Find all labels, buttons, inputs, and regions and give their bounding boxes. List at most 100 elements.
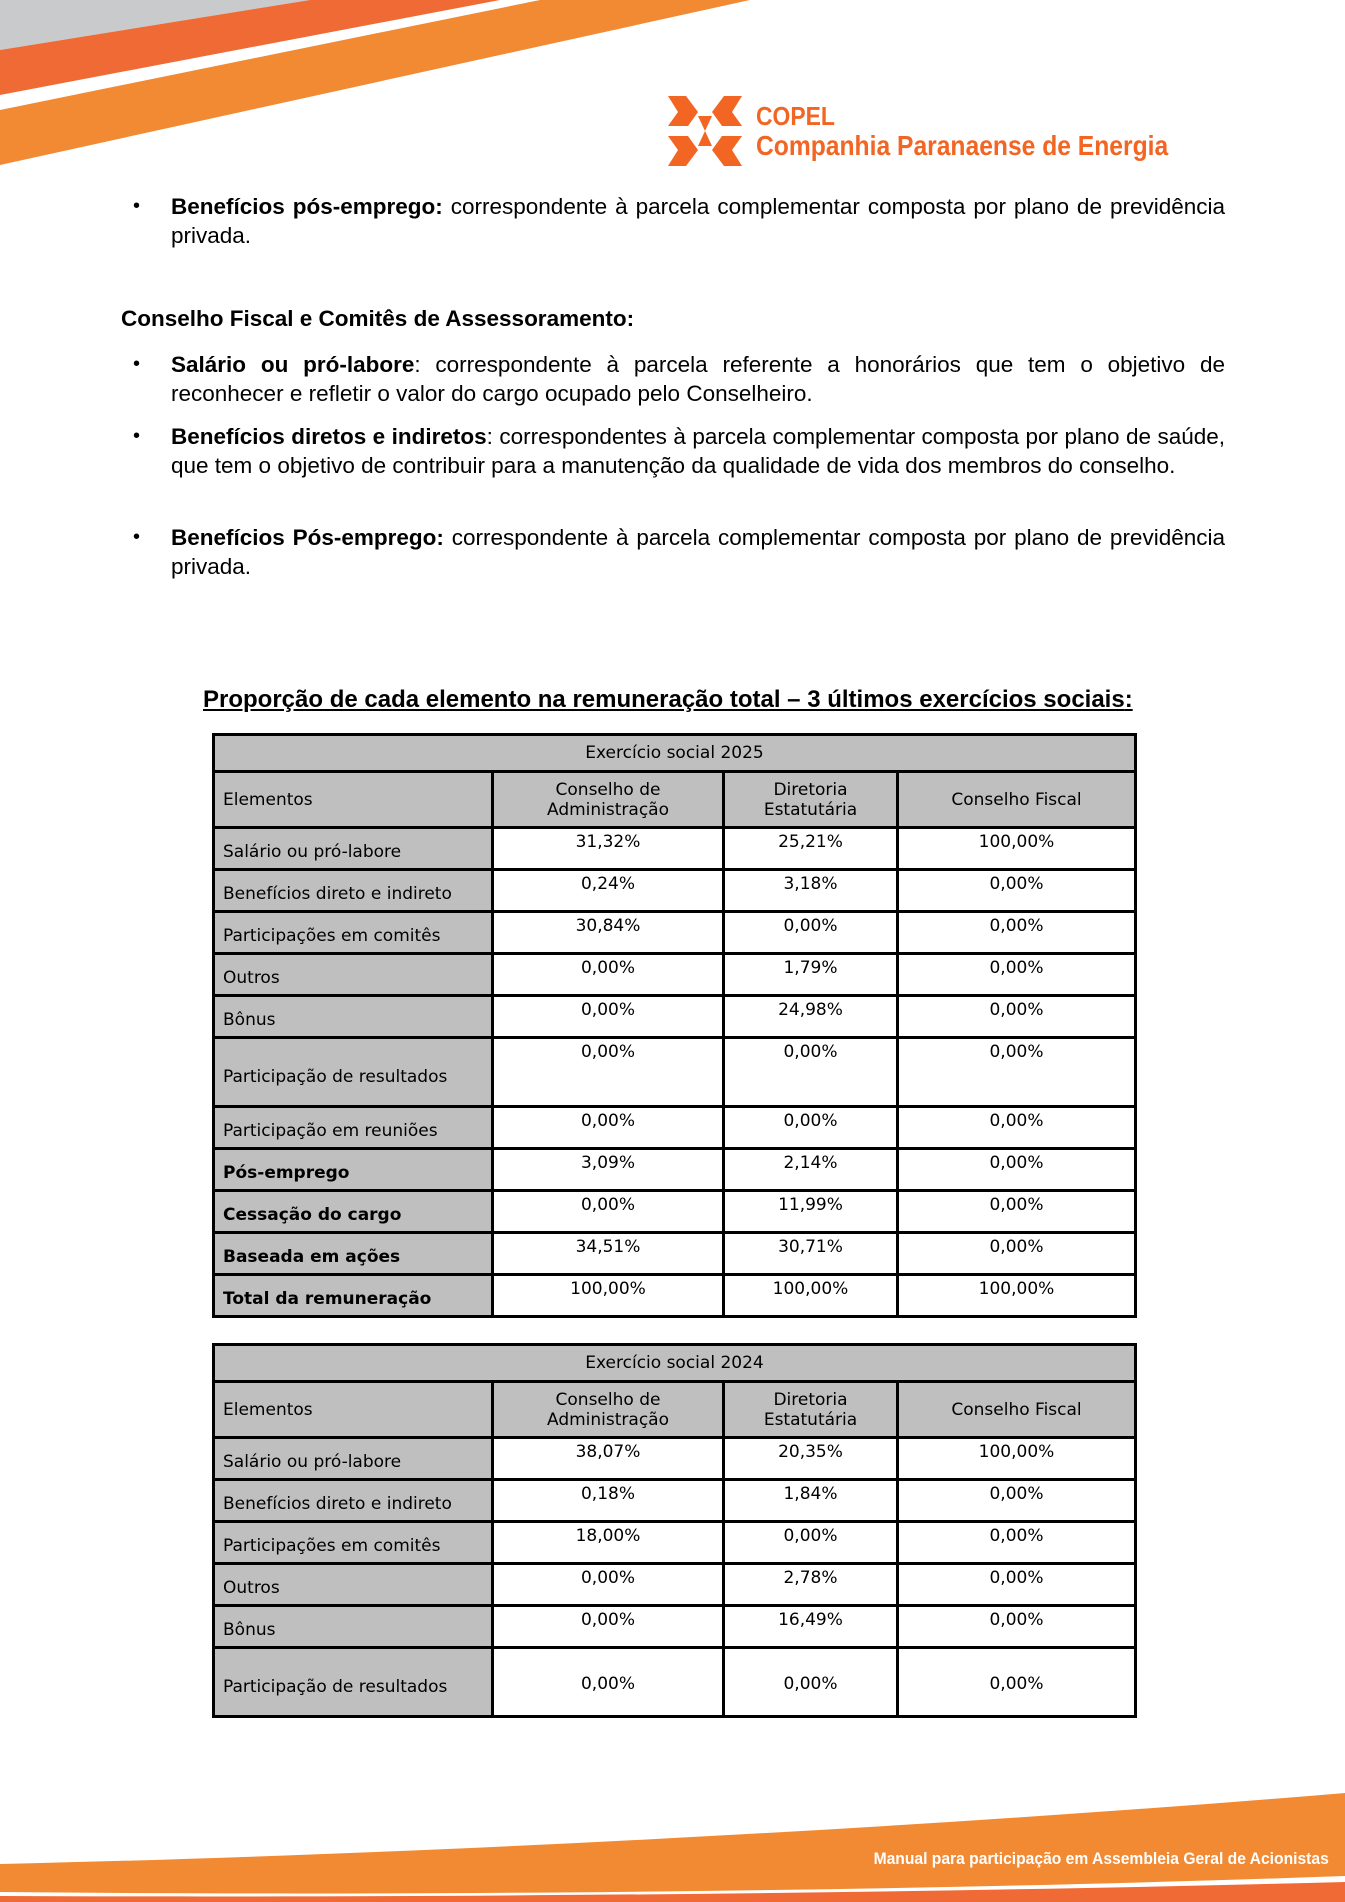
cell-value: 0,00%: [491, 1646, 725, 1718]
cell-value: 100,00%: [722, 1273, 899, 1318]
table-row: Benefícios direto e indireto 0,24% 3,18% 0,…: [212, 868, 1137, 913]
cell-value: 0,00%: [491, 1105, 725, 1150]
cell-value: 100,00%: [896, 1273, 1137, 1318]
cell-value: 0,00%: [896, 1604, 1137, 1649]
table-row: Participação em reuniões 0,00% 0,00% 0,00%: [212, 1105, 1137, 1150]
cell-value: 30,71%: [722, 1231, 899, 1276]
bullet-term: Salário ou pró-labore: [171, 352, 415, 377]
table-row: Cessação do cargo 0,00% 11,99% 0,00%: [212, 1189, 1137, 1234]
row-label: Participação de resultados: [212, 1646, 494, 1718]
cell-value: 0,24%: [491, 868, 725, 913]
table-row: Participação de resultados 0,00% 0,00% 0,00…: [212, 1646, 1137, 1718]
column-header: Conselho Fiscal: [896, 1380, 1137, 1439]
column-header-row: Elementos Conselho de Administração Direto…: [212, 770, 1137, 829]
bullet-salario: • Salário ou pró-labore: correspondente …: [133, 350, 1225, 408]
column-header: Conselho de Administração: [491, 770, 725, 829]
row-label: Pós-emprego: [212, 1147, 494, 1192]
row-label: Cessação do cargo: [212, 1189, 494, 1234]
bullet-term: Benefícios pós-emprego:: [171, 194, 443, 219]
table-title: Exercício social 2025: [212, 733, 1137, 773]
cell-value: 25,21%: [722, 826, 899, 871]
cell-value: 0,00%: [491, 1036, 725, 1108]
cell-value: 0,00%: [896, 1562, 1137, 1607]
cell-value: 100,00%: [896, 1436, 1137, 1481]
bullet-dot: •: [133, 195, 141, 217]
cell-value: 3,18%: [722, 868, 899, 913]
tables-title-suffix: :: [1124, 686, 1133, 713]
row-label: Salário ou pró-labore: [212, 826, 494, 871]
cell-value: 0,00%: [896, 1520, 1137, 1565]
cell-value: 3,09%: [491, 1147, 725, 1192]
footer-decoration: [0, 1793, 1345, 1902]
bullet-dot: •: [133, 526, 141, 548]
table-title: Exercício social 2024: [212, 1343, 1137, 1383]
column-header: Conselho Fiscal: [896, 770, 1137, 829]
row-label: Baseada em ações: [212, 1231, 494, 1276]
cell-value: 0,00%: [491, 1604, 725, 1649]
cell-value: 0,00%: [722, 910, 899, 955]
cell-value: 30,84%: [491, 910, 725, 955]
cell-value: 0,00%: [722, 1646, 899, 1718]
copel-logo: COPEL Companhia Paranaense de Energia: [668, 96, 1224, 166]
bullet-term: Benefícios Pós-emprego:: [171, 525, 444, 550]
cell-value: 0,00%: [896, 952, 1137, 997]
bullet-text: correspondente à parcela complementar co…: [171, 194, 1226, 248]
cell-value: 1,84%: [722, 1478, 899, 1523]
table-row: Baseada em ações 34,51% 30,71% 0,00%: [212, 1231, 1137, 1276]
cell-value: 0,00%: [491, 1189, 725, 1234]
cell-value: 0,00%: [491, 1562, 725, 1607]
cell-value: 1,79%: [722, 952, 899, 997]
bullet-dot: •: [133, 425, 141, 447]
cell-value: 0,00%: [896, 1189, 1137, 1234]
bullet-beneficios-pos-emprego: • Benefícios Pós-emprego: correspondente…: [133, 523, 1225, 581]
table-row: Bônus 0,00% 24,98% 0,00%: [212, 994, 1137, 1039]
table-row: Pós-emprego 3,09% 2,14% 0,00%: [212, 1147, 1137, 1192]
tables-title: Proporção de cada elemento na remuneraçã…: [203, 686, 1133, 714]
cell-value: 0,00%: [896, 1147, 1137, 1192]
cell-value: 0,00%: [896, 1036, 1137, 1108]
column-header: Elementos: [212, 1380, 494, 1439]
row-label: Participação de resultados: [212, 1036, 494, 1108]
row-label: Outros: [212, 952, 494, 997]
cell-value: 11,99%: [722, 1189, 899, 1234]
footer-text: Manual para participação em Assembleia G…: [873, 1849, 1329, 1868]
cell-value: 2,14%: [722, 1147, 899, 1192]
bullet-beneficios-diretos: • Benefícios diretos e indiretos: corres…: [133, 422, 1225, 480]
bullet-term: Benefícios diretos e indiretos: [171, 424, 487, 449]
cell-value: 0,00%: [896, 868, 1137, 913]
cell-value: 0,00%: [722, 1036, 899, 1108]
table-row: Benefícios direto e indireto 0,18% 1,84% 0,…: [212, 1478, 1137, 1523]
cell-value: 0,18%: [491, 1478, 725, 1523]
column-header: Elementos: [212, 770, 494, 829]
bullet-text: : correspondente à parcela referente a h…: [171, 352, 1225, 406]
bullet-text: correspondente à parcela complementar co…: [171, 525, 1225, 579]
cell-value: 100,00%: [491, 1273, 725, 1318]
table-row: Salário ou pró-labore 31,32% 25,21% 100,00%: [212, 826, 1137, 871]
header-decoration: [0, 0, 750, 165]
cell-value: 20,35%: [722, 1436, 899, 1481]
row-label: Participações em comitês: [212, 910, 494, 955]
table-row: Outros 0,00% 1,79% 0,00%: [212, 952, 1137, 997]
bullet-text: : correspondentes à parcela complementar…: [171, 424, 1225, 478]
cell-value: 0,00%: [896, 1105, 1137, 1150]
cell-value: 0,00%: [896, 910, 1137, 955]
column-header-row: Elementos Conselho de Administração Direto…: [212, 1380, 1137, 1439]
bullet-dot: •: [133, 353, 141, 375]
cell-value: 31,32%: [491, 826, 725, 871]
cell-value: 18,00%: [491, 1520, 725, 1565]
row-label: Total da remuneração: [212, 1273, 494, 1318]
cell-value: 38,07%: [491, 1436, 725, 1481]
column-header: Conselho de Administração: [491, 1380, 725, 1439]
cell-value: 2,78%: [722, 1562, 899, 1607]
table-row: Participações em comitês 30,84% 0,00% 0,00%: [212, 910, 1137, 955]
row-label: Participações em comitês: [212, 1520, 494, 1565]
copel-logo-icon: [668, 96, 742, 166]
brand-name: COPEL: [756, 101, 835, 131]
table-row: Outros 0,00% 2,78% 0,00%: [212, 1562, 1137, 1607]
table-row: Bônus 0,00% 16,49% 0,00%: [212, 1604, 1137, 1649]
column-header: Diretoria Estatutária: [722, 770, 899, 829]
brand-full-name: Companhia Paranaense de Energia: [756, 130, 1169, 161]
row-label: Benefícios direto e indireto: [212, 868, 494, 913]
cell-value: 16,49%: [722, 1604, 899, 1649]
row-label: Participação em reuniões: [212, 1105, 494, 1150]
